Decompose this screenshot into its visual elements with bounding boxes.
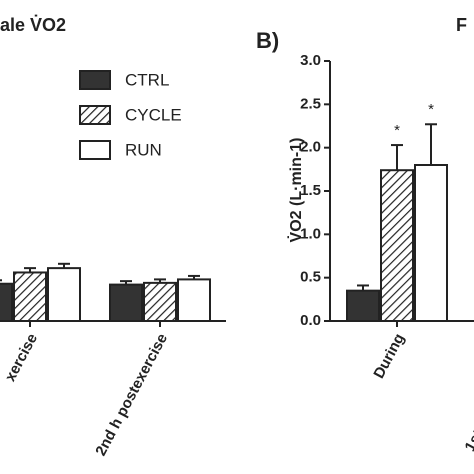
legend-label: CYCLE: [125, 105, 182, 124]
bar: [13, 271, 47, 323]
x-tick-label: xercise: [2, 331, 41, 385]
bar: [380, 169, 414, 322]
bar: [346, 289, 380, 322]
chart-title: ale V̇O2: [0, 14, 66, 35]
panel-label: B): [256, 28, 279, 53]
y-tick-label: 2.5: [300, 95, 321, 112]
x-tick-label: 1st h postexercise: [462, 331, 474, 455]
legend-swatch: [79, 105, 111, 125]
chart-title: F: [456, 15, 467, 35]
legend-label: CTRL: [125, 70, 169, 89]
bar: [143, 281, 177, 323]
y-tick-label: 2.0: [300, 139, 321, 156]
bar: [109, 283, 143, 323]
y-axis-label: V̇O2 (L·min-1): [287, 138, 305, 243]
legend-label: RUN: [125, 140, 162, 159]
bar: [0, 282, 13, 323]
annotation: *: [394, 122, 400, 139]
legend-swatch: [79, 140, 111, 160]
y-tick-label: 0.5: [300, 269, 321, 286]
annotation: *: [428, 101, 434, 118]
x-tick-label: 2nd h postexercise: [92, 331, 171, 459]
x-tick-label: During: [370, 331, 408, 382]
bar: [47, 267, 81, 322]
bar: [177, 278, 211, 322]
bar: [414, 164, 448, 322]
y-tick-label: 1.5: [300, 182, 321, 199]
y-tick-label: 1.0: [300, 225, 321, 242]
y-tick-label: 0.0: [300, 312, 321, 329]
y-tick-label: 3.0: [300, 52, 321, 69]
legend-swatch: [79, 70, 111, 90]
